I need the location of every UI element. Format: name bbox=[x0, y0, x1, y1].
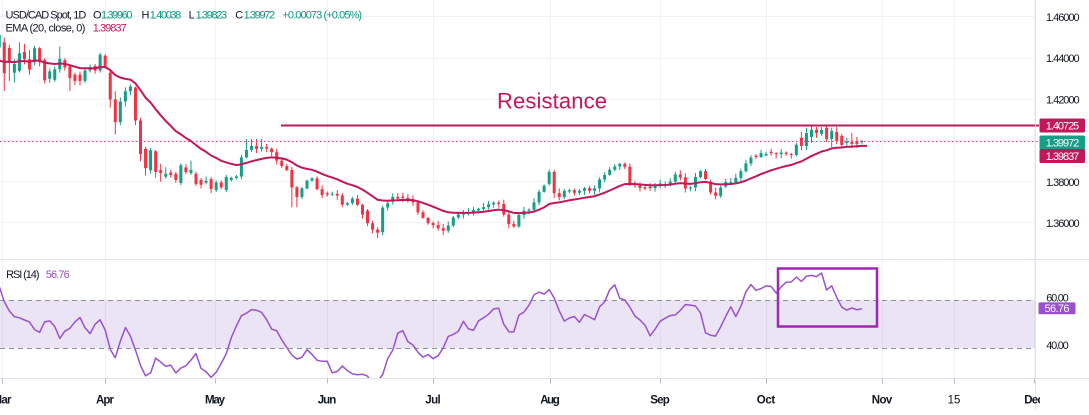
svg-text:1.40038: 1.40038 bbox=[150, 10, 182, 22]
svg-text:Mar: Mar bbox=[0, 395, 12, 407]
svg-text:1.38000: 1.38000 bbox=[1046, 177, 1080, 189]
svg-text:1.46000: 1.46000 bbox=[1046, 12, 1080, 24]
svg-text:L: L bbox=[189, 10, 195, 22]
svg-text:1.39823: 1.39823 bbox=[196, 10, 228, 22]
svg-text:Dec: Dec bbox=[1024, 395, 1044, 407]
svg-text:1.39960: 1.39960 bbox=[101, 10, 133, 22]
svg-text:40.00: 40.00 bbox=[1046, 340, 1068, 352]
svg-text:15: 15 bbox=[948, 395, 961, 407]
svg-text:56.76: 56.76 bbox=[46, 269, 70, 281]
svg-text:+0.00073 (+0.05%): +0.00073 (+0.05%) bbox=[282, 10, 362, 22]
svg-text:1.39972: 1.39972 bbox=[244, 10, 276, 22]
svg-text:60.00: 60.00 bbox=[1046, 292, 1068, 304]
svg-text:H: H bbox=[142, 10, 150, 22]
svg-text:1.39972: 1.39972 bbox=[1046, 138, 1080, 150]
svg-text:Sep: Sep bbox=[650, 395, 670, 407]
svg-text:EMA (20, close, 0): EMA (20, close, 0) bbox=[6, 23, 86, 35]
svg-text:1.36000: 1.36000 bbox=[1046, 218, 1080, 230]
svg-text:Oct: Oct bbox=[757, 395, 776, 407]
svg-text:Resistance: Resistance bbox=[497, 89, 607, 114]
svg-text:1.39837: 1.39837 bbox=[1046, 151, 1080, 163]
svg-text:Jul: Jul bbox=[425, 395, 441, 407]
svg-text:1.44000: 1.44000 bbox=[1046, 53, 1080, 65]
svg-text:Nov: Nov bbox=[872, 395, 893, 407]
svg-text:56.76: 56.76 bbox=[1045, 303, 1070, 315]
svg-text:USD/CAD Spot, 1D: USD/CAD Spot, 1D bbox=[6, 10, 87, 22]
svg-text:1.40725: 1.40725 bbox=[1046, 121, 1080, 133]
svg-text:RSI (14): RSI (14) bbox=[6, 269, 39, 281]
svg-text:1.39837: 1.39837 bbox=[93, 23, 127, 35]
svg-text:O: O bbox=[93, 10, 102, 22]
svg-text:Apr: Apr bbox=[96, 395, 115, 407]
svg-text:May: May bbox=[205, 395, 226, 407]
svg-text:C: C bbox=[235, 10, 243, 22]
svg-text:1.42000: 1.42000 bbox=[1046, 94, 1080, 106]
svg-text:Jun: Jun bbox=[318, 395, 337, 407]
svg-text:Aug: Aug bbox=[540, 395, 560, 407]
